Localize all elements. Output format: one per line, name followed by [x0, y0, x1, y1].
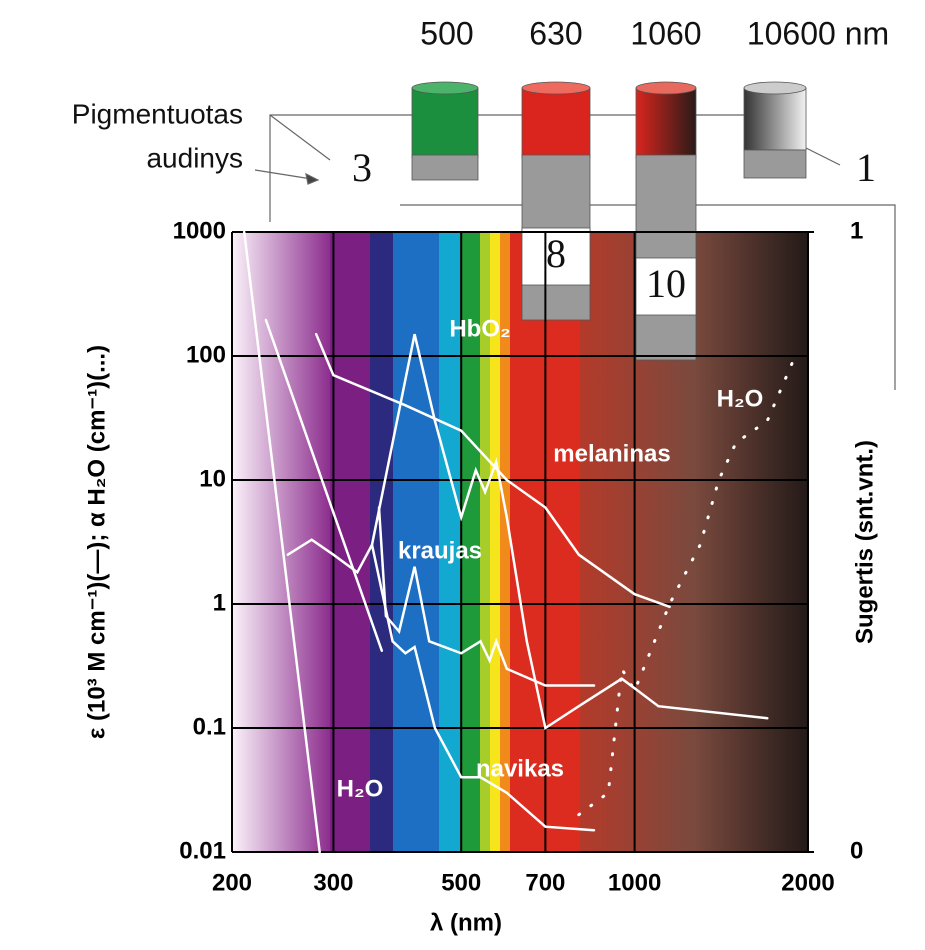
depth-label: 10 — [646, 261, 686, 306]
y-tick-label: 0.1 — [193, 713, 226, 740]
y-tick-label: 0.01 — [179, 837, 226, 864]
x-tick-label: 300 — [313, 869, 353, 896]
depth-label: 1 — [856, 145, 876, 190]
wavelength-label: 10600 nm — [747, 15, 889, 51]
tissue-label: Pigmentuotas — [72, 98, 243, 129]
x-tick-label: 500 — [441, 869, 481, 896]
y-tick-label: 1000 — [173, 217, 226, 244]
x-tick-label: 200 — [212, 869, 252, 896]
y2-axis-label: Sugertis (snt.vnt.) — [851, 440, 878, 644]
data-line — [370, 543, 596, 832]
x-tick-label: 1000 — [608, 869, 661, 896]
y-axis-label: ε (10³ M cm⁻¹)(—); α H₂O (cm⁻¹)(...) — [83, 345, 110, 739]
annotation: navikas — [476, 755, 564, 782]
data-line — [577, 354, 797, 817]
data-line — [286, 333, 769, 731]
y-tick-label: 10 — [199, 465, 226, 492]
data-line — [264, 318, 384, 652]
wavelength-label: 630 — [529, 15, 582, 51]
x-tick-label: 700 — [525, 869, 565, 896]
data-line — [314, 332, 671, 609]
data-line — [377, 506, 596, 687]
data-line — [242, 230, 321, 854]
annotation: kraujas — [398, 537, 482, 564]
y-tick-label: 100 — [186, 341, 226, 368]
annotation: H₂O — [337, 775, 384, 802]
wavelength-label: 500 — [420, 15, 473, 51]
cylinders — [411, 81, 807, 361]
y-tick-label: 1 — [213, 589, 226, 616]
annotation: HbO₂ — [449, 315, 510, 342]
x-tick-label: 2000 — [781, 869, 834, 896]
depth-label: 8 — [546, 231, 566, 276]
x-axis-label: λ (nm) — [430, 909, 502, 936]
annotation: melaninas — [553, 440, 670, 467]
tissue-label: audinys — [146, 142, 243, 173]
y2-tick-label: 1 — [850, 217, 863, 244]
wavelength-label: 1060 — [630, 15, 701, 51]
annotation: H₂O — [717, 385, 764, 412]
depth-label: 3 — [352, 145, 372, 190]
y2-tick-label: 0 — [850, 837, 863, 864]
